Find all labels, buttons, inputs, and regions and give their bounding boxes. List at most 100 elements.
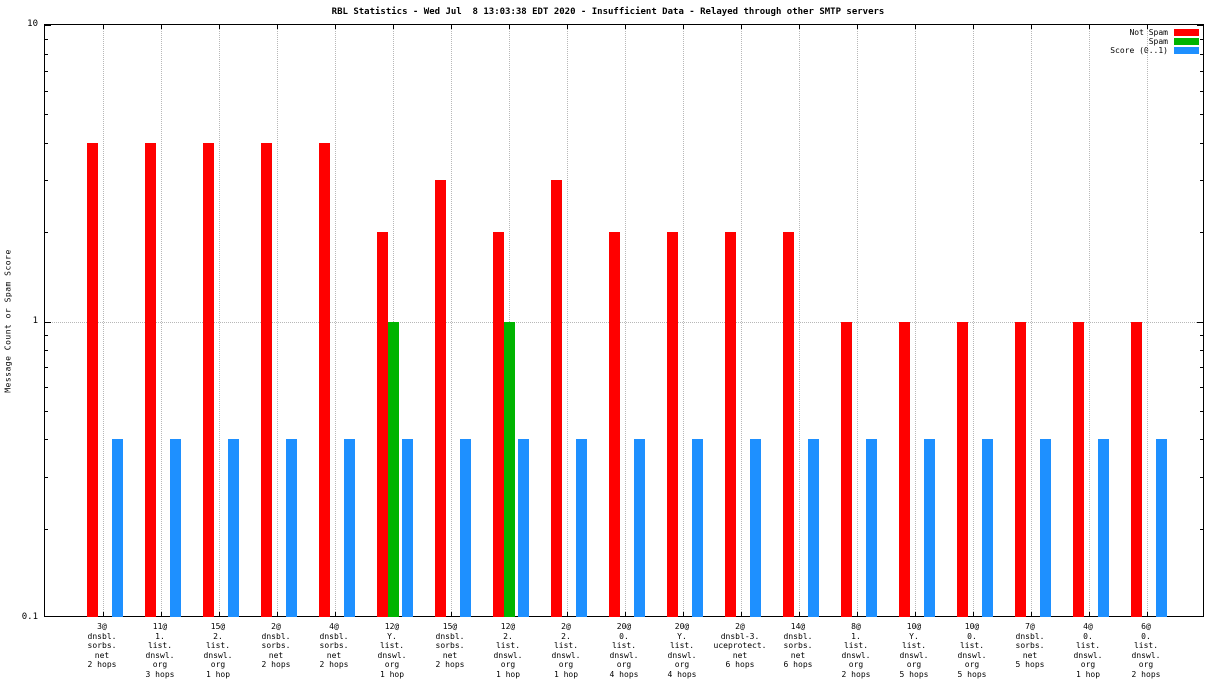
bar-score-0-1 bbox=[692, 439, 703, 617]
x-tick bbox=[277, 612, 278, 616]
bar-not-spam bbox=[551, 180, 562, 617]
vertical-gridline bbox=[857, 25, 858, 616]
vertical-gridline bbox=[335, 25, 336, 616]
y-minor-tick bbox=[45, 232, 48, 234]
vertical-gridline bbox=[1147, 25, 1148, 616]
x-tick bbox=[103, 612, 104, 616]
bar-not-spam bbox=[1015, 321, 1026, 617]
bar-score-0-1 bbox=[1098, 439, 1109, 617]
x-category-label: 12@ 2. list. dnswl. org 1 hop bbox=[493, 622, 523, 679]
x-tick bbox=[625, 25, 626, 29]
bar-score-0-1 bbox=[808, 439, 819, 617]
y-minor-tick bbox=[45, 528, 48, 530]
x-tick bbox=[973, 25, 974, 29]
y-major-tick bbox=[45, 25, 51, 26]
x-tick bbox=[857, 612, 858, 616]
y-minor-tick bbox=[1200, 114, 1203, 116]
bar-not-spam bbox=[377, 232, 388, 617]
y-minor-tick bbox=[1200, 335, 1203, 337]
bar-not-spam bbox=[957, 321, 968, 617]
y-minor-tick bbox=[1200, 38, 1203, 40]
x-tick bbox=[799, 25, 800, 29]
x-category-label: 6@ 0. list. dnswl. org 2 hops bbox=[1131, 622, 1161, 679]
x-tick bbox=[451, 612, 452, 616]
vertical-gridline bbox=[509, 25, 510, 616]
x-tick bbox=[103, 25, 104, 29]
bar-not-spam bbox=[319, 142, 330, 617]
bar-score-0-1 bbox=[228, 439, 239, 617]
legend-label: Spam bbox=[1148, 37, 1168, 46]
legend-row: Score (0..1) bbox=[1110, 46, 1199, 55]
x-tick bbox=[683, 612, 684, 616]
vertical-gridline bbox=[277, 25, 278, 616]
vertical-gridline bbox=[103, 25, 104, 616]
y-minor-tick bbox=[45, 367, 48, 369]
y-major-tick bbox=[1197, 25, 1203, 26]
bar-not-spam bbox=[145, 142, 156, 617]
vertical-gridline bbox=[451, 25, 452, 616]
x-category-label: 12@ Y. list. dnswl. org 1 hop bbox=[377, 622, 407, 679]
x-tick bbox=[1031, 612, 1032, 616]
vertical-gridline bbox=[1031, 25, 1032, 616]
y-tick-label: 0.1 bbox=[21, 612, 38, 622]
y-minor-tick bbox=[1200, 410, 1203, 412]
y-major-tick bbox=[1197, 321, 1203, 323]
x-category-label: 14@ dnsbl. sorbs. net 6 hops bbox=[783, 622, 813, 669]
x-tick bbox=[1147, 25, 1148, 29]
x-category-label: 10@ 0. list. dnswl. org 5 hops bbox=[957, 622, 987, 679]
bar-not-spam bbox=[261, 142, 272, 617]
x-tick bbox=[219, 612, 220, 616]
y-minor-tick bbox=[1200, 476, 1203, 478]
y-minor-tick bbox=[1200, 70, 1203, 72]
bar-score-0-1 bbox=[402, 439, 413, 617]
x-tick bbox=[625, 612, 626, 616]
bar-score-0-1 bbox=[170, 439, 181, 617]
x-tick bbox=[335, 25, 336, 29]
x-tick bbox=[857, 25, 858, 29]
bar-not-spam bbox=[725, 232, 736, 617]
y-minor-tick bbox=[1200, 350, 1203, 352]
x-tick bbox=[393, 25, 394, 29]
x-tick bbox=[741, 25, 742, 29]
x-category-label: 8@ 1. list. dnswl. org 2 hops bbox=[841, 622, 871, 679]
y-minor-tick bbox=[45, 90, 48, 92]
y-minor-tick bbox=[45, 410, 48, 412]
y-minor-tick bbox=[45, 38, 48, 40]
vertical-gridline bbox=[393, 25, 394, 616]
bar-score-0-1 bbox=[924, 439, 935, 617]
vertical-gridline bbox=[799, 25, 800, 616]
vertical-gridline bbox=[1089, 25, 1090, 616]
bar-score-0-1 bbox=[866, 439, 877, 617]
y-minor-tick bbox=[45, 476, 48, 478]
x-category-label: 2@ dnsbl. sorbs. net 2 hops bbox=[261, 622, 291, 669]
plot-area: Not Spam Spam Score (0..1) bbox=[44, 24, 1204, 617]
y-minor-tick bbox=[45, 350, 48, 352]
y-minor-tick bbox=[45, 180, 48, 182]
x-tick bbox=[1147, 612, 1148, 616]
x-tick bbox=[741, 612, 742, 616]
legend-swatch bbox=[1174, 29, 1199, 36]
x-tick bbox=[683, 25, 684, 29]
x-category-label: 11@ 1. list. dnswl. org 3 hops bbox=[145, 622, 175, 679]
y-major-tick bbox=[1197, 616, 1203, 617]
legend-row: Spam bbox=[1110, 37, 1199, 46]
y-minor-tick bbox=[1200, 142, 1203, 144]
y-tick-label: 10 bbox=[27, 19, 38, 29]
bar-not-spam bbox=[203, 142, 214, 617]
x-category-label: 15@ dnsbl. sorbs. net 2 hops bbox=[435, 622, 465, 669]
bar-score-0-1 bbox=[750, 439, 761, 617]
bar-not-spam bbox=[841, 321, 852, 617]
bar-not-spam bbox=[667, 232, 678, 617]
x-tick bbox=[161, 25, 162, 29]
x-tick bbox=[567, 25, 568, 29]
bar-not-spam bbox=[609, 232, 620, 617]
y-minor-tick bbox=[1200, 180, 1203, 182]
y-minor-tick bbox=[1200, 367, 1203, 369]
y-tick-label: 1 bbox=[32, 315, 38, 326]
y-minor-tick bbox=[45, 439, 48, 441]
x-tick bbox=[451, 25, 452, 29]
y-minor-tick bbox=[45, 70, 48, 72]
vertical-gridline bbox=[683, 25, 684, 616]
x-category-label: 15@ 2. list. dnswl. org 1 hop bbox=[203, 622, 233, 679]
x-tick bbox=[1089, 25, 1090, 29]
